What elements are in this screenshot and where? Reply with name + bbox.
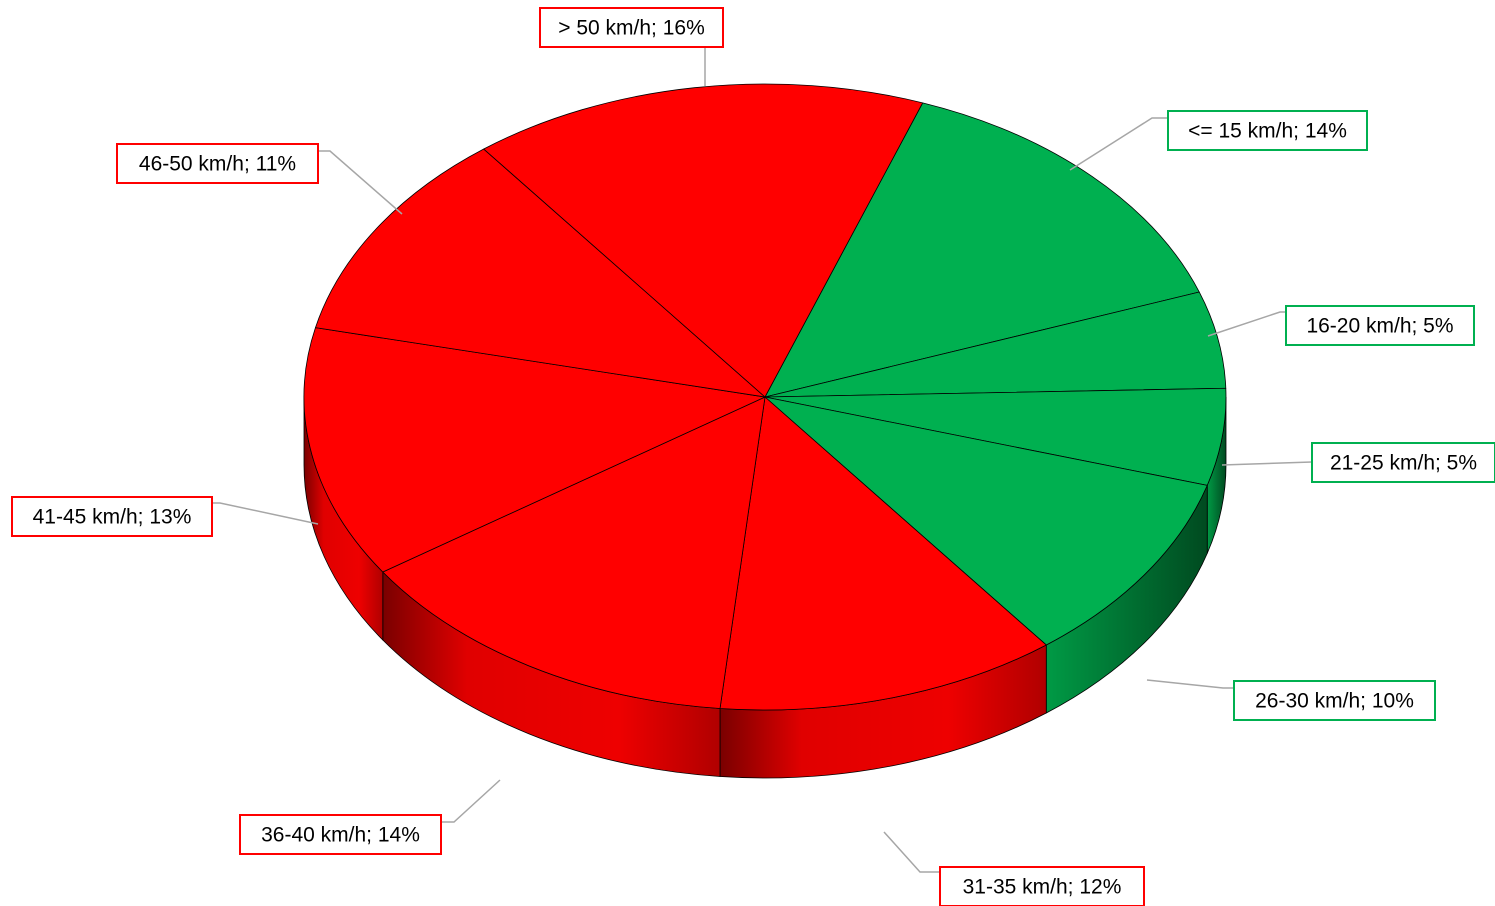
- data-label-box-8: [539, 7, 724, 48]
- pie-slice-1: [764, 291, 1227, 398]
- data-label-box-0: [1167, 110, 1368, 151]
- leader-line-3: [1146, 679, 1234, 689]
- leader-line-7: [318, 150, 403, 215]
- leader-line-5: [441, 779, 501, 823]
- data-labels: <= 15 km/h; 14% 16-20 km/h; 5% 21-25 km/h;…: [11, 7, 1495, 906]
- data-label-box-4: [939, 866, 1145, 906]
- data-label-box-1: [1285, 305, 1475, 346]
- data-label-3: 26-30 km/h; 10%: [1255, 690, 1414, 713]
- pie-slice-8: [483, 83, 924, 398]
- leader-line-4: [883, 831, 940, 873]
- leader-line-1: [1207, 311, 1286, 337]
- data-label-box-5: [239, 814, 442, 855]
- pie-slice-4: [719, 396, 1047, 711]
- pie-slice-5: [382, 396, 766, 709]
- pie-slice-0: [764, 102, 1200, 398]
- pie-slices: [303, 83, 1227, 711]
- pie-slice-2: [764, 387, 1227, 486]
- leader-lines: [212, 47, 1313, 873]
- data-label-box-6: [11, 496, 213, 537]
- data-label-8: > 50 km/h; 16%: [558, 17, 705, 40]
- leader-line-2: [1221, 461, 1313, 466]
- data-label-box-7: [116, 143, 319, 184]
- pie-slice-3: [764, 396, 1208, 646]
- data-label-box-3: [1233, 680, 1436, 721]
- data-label-0: <= 15 km/h; 14%: [1188, 120, 1347, 143]
- data-label-2: 21-25 km/h; 5%: [1330, 452, 1477, 475]
- leader-line-6: [212, 502, 319, 525]
- data-label-5: 36-40 km/h; 14%: [261, 824, 420, 847]
- data-label-1: 16-20 km/h; 5%: [1306, 315, 1453, 338]
- leader-line-0: [1069, 117, 1168, 171]
- pie-slice-7: [315, 148, 766, 398]
- data-label-6: 41-45 km/h; 13%: [33, 506, 192, 529]
- data-label-4: 31-35 km/h; 12%: [963, 876, 1122, 899]
- pie-slice-6: [303, 327, 766, 573]
- data-label-7: 46-50 km/h; 11%: [139, 153, 296, 176]
- data-label-box-2: [1311, 442, 1495, 483]
